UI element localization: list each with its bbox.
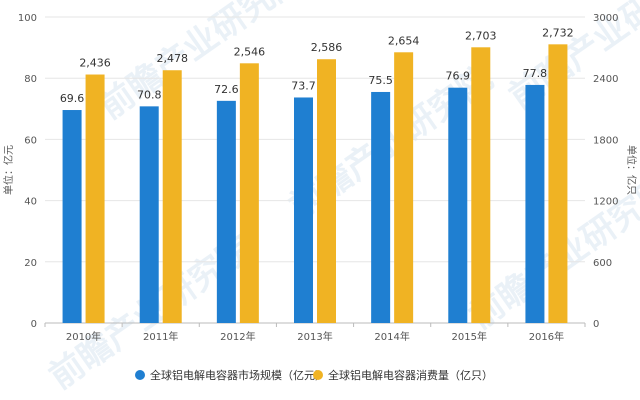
data-label: 2,478 — [156, 52, 188, 65]
y-right-tick-label: 1200 — [593, 197, 618, 208]
data-label: 2,436 — [79, 57, 111, 70]
x-tick-label: 2010年 — [66, 330, 101, 343]
data-label: 2,703 — [465, 29, 497, 42]
y-right-tick-label: 0 — [593, 319, 599, 330]
watermark: 前瞻产业研究院 — [502, 0, 640, 117]
bar-market-size — [139, 106, 159, 324]
bar-consumption — [394, 52, 414, 324]
y-left-tick-label: 20 — [24, 258, 37, 269]
x-tick-label: 2015年 — [452, 330, 487, 343]
y-left-tick-label: 60 — [24, 135, 37, 146]
legend: 全球铝电解电容器市场规模（亿元） 全球铝电解电容器消费量（亿只） — [135, 368, 493, 382]
legend-label: 全球铝电解电容器市场规模（亿元） — [150, 368, 326, 382]
data-label: 2,546 — [234, 45, 266, 58]
data-label: 2,732 — [542, 26, 574, 39]
legend-label: 全球铝电解电容器消费量（亿只） — [328, 368, 493, 382]
y-left-tick-label: 80 — [24, 74, 37, 85]
x-tick-label: 2012年 — [220, 330, 255, 343]
data-label: 73.7 — [291, 79, 316, 92]
bar-consumption — [85, 74, 105, 323]
y-right-tick-label: 2400 — [593, 74, 618, 85]
legend-marker — [135, 370, 145, 380]
y-right-tick-label: 3000 — [593, 13, 618, 24]
y-left-tick-label: 100 — [18, 13, 37, 24]
legend-marker — [313, 370, 323, 380]
bar-market-size — [294, 97, 313, 323]
data-label: 69.6 — [60, 92, 85, 105]
y-left-axis-title: 单位：亿元 — [2, 145, 15, 195]
bar-market-size — [62, 110, 82, 323]
bar-consumption — [548, 44, 568, 323]
bar-market-size — [371, 91, 391, 323]
y-right-axis-title: 单位：亿只 — [625, 145, 638, 195]
x-tick-label: 2014年 — [374, 330, 409, 343]
bar-consumption — [317, 59, 336, 324]
watermark: 前瞻产业研究院 — [92, 0, 310, 127]
y-left-tick-label: 40 — [24, 197, 37, 208]
bar-market-size — [216, 100, 236, 324]
data-label: 70.8 — [137, 88, 162, 101]
data-label: 2,586 — [311, 41, 343, 54]
data-label: 75.5 — [368, 74, 393, 87]
y-right-tick-label: 1800 — [593, 135, 618, 146]
bar-market-size — [525, 84, 545, 323]
bar-consumption — [471, 47, 491, 323]
y-left-tick-label: 0 — [31, 319, 37, 330]
x-tick-label: 2011年 — [143, 330, 178, 343]
data-label: 72.6 — [214, 83, 239, 96]
axes-layer: 0 0 20 600 40 1200 60 1800 80 2400 100 3000 单位：亿元 单位：… — [2, 13, 638, 343]
data-label: 2,654 — [388, 34, 420, 47]
grid-layer — [45, 16, 585, 324]
y-right-tick-label: 600 — [593, 258, 612, 269]
data-label: 77.8 — [523, 67, 548, 80]
data-labels-layer: 69.6 70.8 72.6 73.7 75.5 76.9 77.8 2,436 2,478 2,… — [60, 26, 574, 105]
bar-market-size — [448, 87, 468, 323]
x-tick-label: 2013年 — [297, 330, 332, 343]
bar-consumption — [239, 63, 259, 324]
data-label: 76.9 — [446, 70, 471, 83]
x-tick-label: 2016年 — [529, 330, 564, 343]
bar-consumption — [162, 70, 182, 323]
bars-layer — [62, 44, 568, 324]
